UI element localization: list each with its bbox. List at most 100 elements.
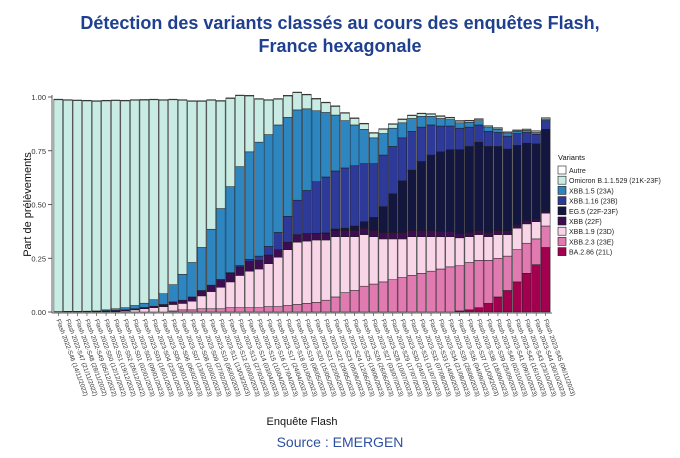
bar-segment xyxy=(321,101,331,104)
bar-segment xyxy=(321,176,331,234)
bar-segment xyxy=(426,113,436,117)
bar-segment xyxy=(445,149,455,232)
bar-segment xyxy=(493,146,503,231)
bar-segment xyxy=(120,100,130,308)
bar-segment xyxy=(330,114,341,172)
bar-segment xyxy=(158,293,169,305)
bar-segment xyxy=(130,99,140,101)
y-tick-label: 0.00 xyxy=(31,308,46,317)
bar-segment xyxy=(168,98,178,101)
bar-segment xyxy=(483,146,494,233)
bar-segment xyxy=(378,232,388,240)
bar-segment xyxy=(168,304,178,312)
bar-segment xyxy=(235,94,245,96)
bar-segment xyxy=(493,127,503,129)
bar-segment xyxy=(130,309,140,313)
bar-segment xyxy=(101,99,111,102)
bar-segment xyxy=(531,130,541,133)
bar-segment xyxy=(321,239,331,301)
bar-segment xyxy=(187,309,197,313)
bar-segment xyxy=(483,260,494,304)
bar-segment xyxy=(225,281,235,308)
bar-segment xyxy=(273,232,283,250)
bar-segment xyxy=(302,93,312,96)
bar-segment xyxy=(340,167,350,229)
bar-segment xyxy=(283,241,293,250)
bar-segment xyxy=(177,299,188,304)
bar-segment xyxy=(206,99,216,230)
legend-label: Autre xyxy=(569,168,586,175)
bar-segment xyxy=(502,131,513,133)
bar-segment xyxy=(407,236,417,276)
bar-segment xyxy=(321,112,331,178)
bar-segment xyxy=(483,232,494,237)
bar-segment xyxy=(512,281,522,313)
bar-segment xyxy=(445,119,455,127)
bar-segment xyxy=(502,135,513,150)
bar-segment xyxy=(158,306,169,313)
bar-segment xyxy=(168,301,178,305)
bar-segment xyxy=(349,117,360,119)
bar-segment xyxy=(445,236,455,268)
source-caption: Source : EMERGEN xyxy=(276,434,404,450)
legend-swatch xyxy=(557,247,567,256)
bar-segment xyxy=(455,265,465,312)
bar-segment xyxy=(369,217,379,231)
bar-segment xyxy=(225,273,235,283)
bar-segment xyxy=(206,308,216,313)
bar-segment xyxy=(273,256,283,307)
bar-segment xyxy=(521,128,532,131)
bar-segment xyxy=(254,307,264,313)
bar-segment xyxy=(388,124,398,129)
bar-segment xyxy=(493,258,503,298)
legend-swatch xyxy=(557,226,567,236)
bar-segment xyxy=(397,137,407,182)
bar-segment xyxy=(531,264,541,313)
bar-segment xyxy=(483,127,494,132)
bar-segment xyxy=(378,238,388,283)
bar-segment xyxy=(369,283,379,313)
bar-segment xyxy=(302,240,312,304)
bar-segment xyxy=(445,117,455,120)
bar-segment xyxy=(330,105,341,107)
bar-segment xyxy=(541,225,551,248)
bar-segment xyxy=(216,100,226,209)
bar-segment xyxy=(216,279,226,288)
bar-segment xyxy=(416,126,427,162)
bar-segment xyxy=(244,270,255,308)
bar-segment xyxy=(321,233,331,241)
bar-segment xyxy=(254,141,264,257)
bar-segment xyxy=(474,230,484,235)
legend-swatch xyxy=(557,216,567,226)
bar-segment xyxy=(445,116,455,119)
bar-segment xyxy=(330,236,341,298)
bar-segment xyxy=(359,234,369,287)
bar-segment xyxy=(407,131,417,171)
bar-segment xyxy=(82,99,92,102)
bar-segment xyxy=(378,154,388,207)
bar-segment xyxy=(72,100,83,312)
bar-segment xyxy=(139,99,149,101)
bar-segment xyxy=(455,233,465,239)
bar-segment xyxy=(244,95,255,153)
legend-label: XBB.1.5 (23A) xyxy=(569,188,614,195)
bar-segment xyxy=(139,308,149,313)
bar-segment xyxy=(149,99,159,300)
bar-segment xyxy=(292,199,302,235)
bar-segment xyxy=(464,146,474,233)
bar-segment xyxy=(349,124,360,167)
bar-segment xyxy=(302,94,312,110)
bar-segment xyxy=(455,120,465,124)
bar-segment xyxy=(254,98,264,100)
bar-segment xyxy=(378,128,388,130)
bar-segment xyxy=(340,120,350,169)
bar-segment xyxy=(158,99,169,294)
bar-segment xyxy=(283,305,293,313)
bar-segment xyxy=(311,181,321,234)
bar-segment xyxy=(502,255,513,291)
bar-segment xyxy=(197,101,207,248)
bar-segment xyxy=(435,115,446,117)
bar-segment xyxy=(464,122,474,128)
bar-segment xyxy=(244,151,255,260)
bar-segment xyxy=(407,230,417,238)
